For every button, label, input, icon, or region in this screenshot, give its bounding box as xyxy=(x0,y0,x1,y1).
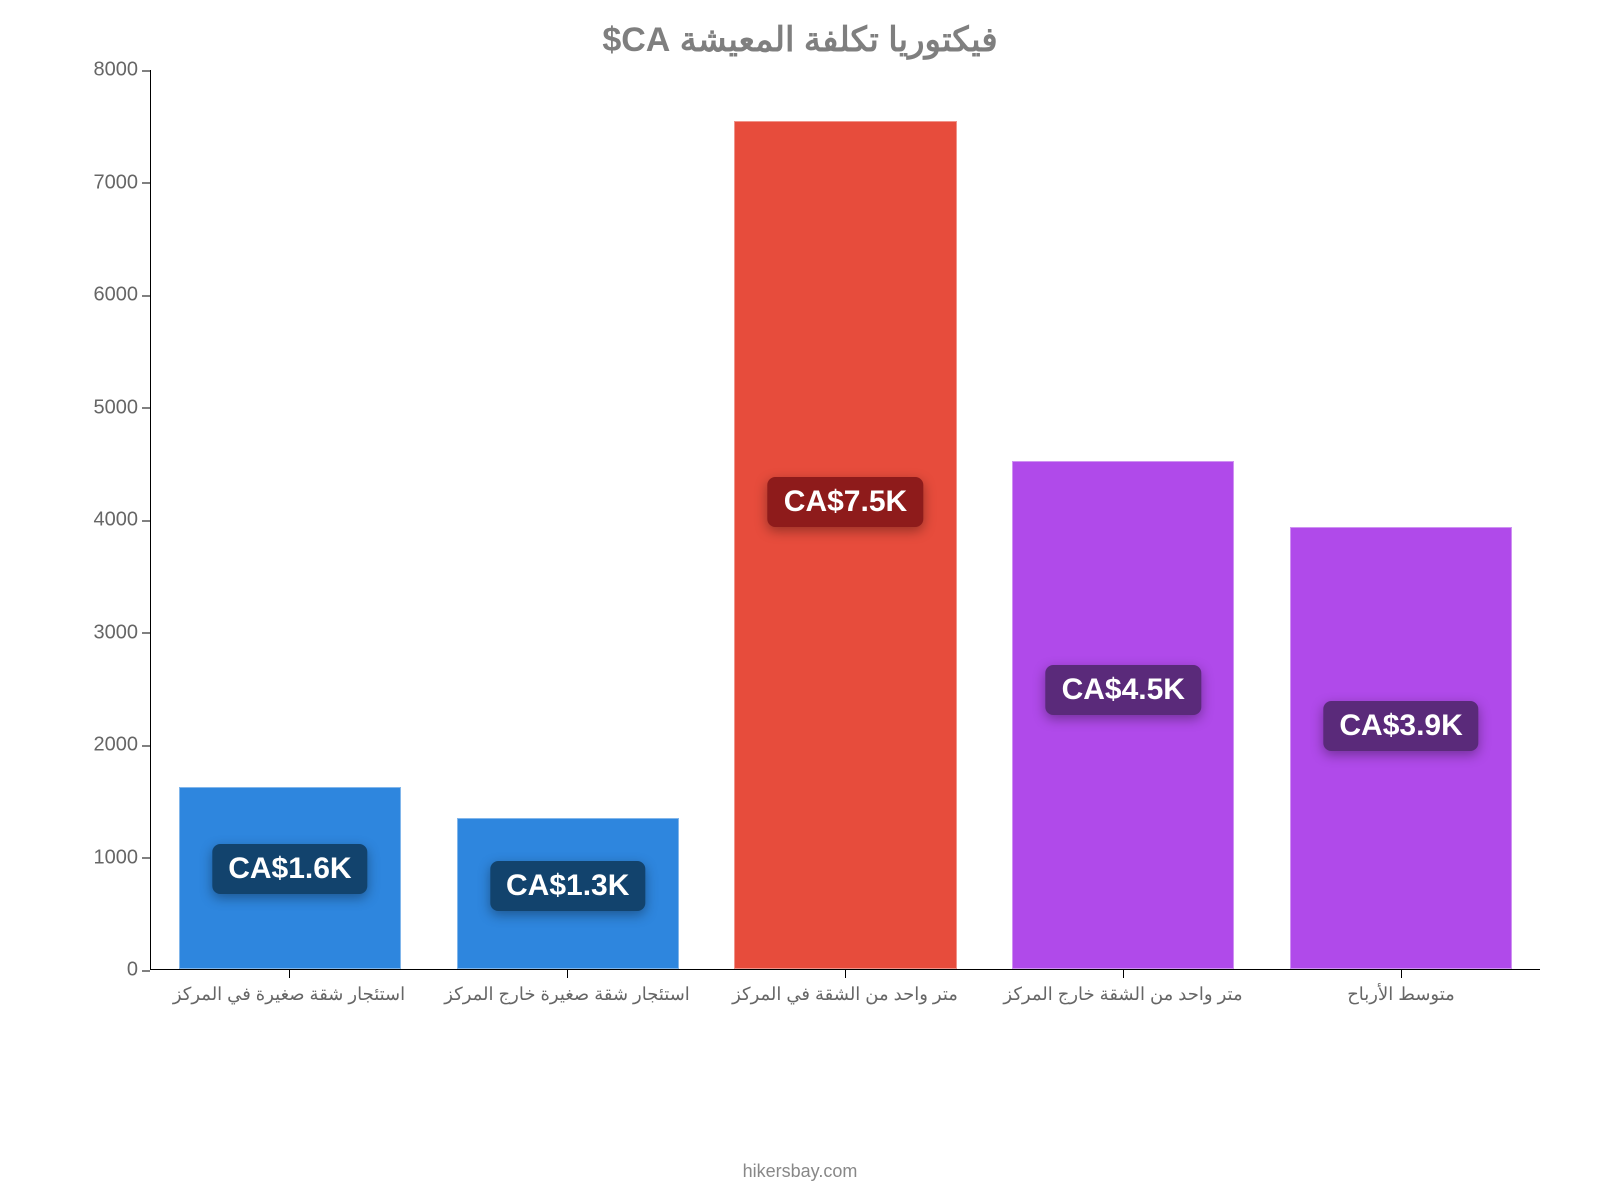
x-tickmark xyxy=(567,970,568,978)
y-tick-label: 1000 xyxy=(94,846,139,869)
chart-title: فيكتوريا تكلفة المعيشة CA$ xyxy=(602,20,997,60)
x-tickmark xyxy=(1401,970,1402,978)
bar-slot: CA$4.5K xyxy=(984,70,1262,969)
footer-attribution: hikersbay.com xyxy=(743,1161,858,1182)
y-tick-label: 4000 xyxy=(94,509,139,532)
x-tickmark xyxy=(289,970,290,978)
value-badge: CA$3.9K xyxy=(1323,701,1478,751)
y-tick-label: 2000 xyxy=(94,734,139,757)
x-slot: متر واحد من الشقة في المركز xyxy=(706,970,984,1050)
x-tickmark xyxy=(845,970,846,978)
y-tickmark xyxy=(142,633,150,634)
y-tick-label: 3000 xyxy=(94,621,139,644)
chart-box: 010002000300040005000600070008000 CA$1.6… xyxy=(60,70,1540,1050)
value-badge: CA$4.5K xyxy=(1046,665,1201,715)
y-tick-label: 6000 xyxy=(94,284,139,307)
bar-slot: CA$1.6K xyxy=(151,70,429,969)
y-tick-label: 7000 xyxy=(94,171,139,194)
y-tickmark xyxy=(142,408,150,409)
x-label: متر واحد من الشقة في المركز xyxy=(732,984,958,1005)
y-axis: 010002000300040005000600070008000 xyxy=(60,70,150,970)
y-tickmark xyxy=(142,295,150,296)
y-tickmark xyxy=(142,745,150,746)
x-slot: متر واحد من الشقة خارج المركز xyxy=(984,970,1262,1050)
x-label: استئجار شقة صغيرة في المركز xyxy=(173,984,405,1005)
chart-container: فيكتوريا تكلفة المعيشة CA$ 0 1000 2000 3000… xyxy=(0,0,1600,1200)
bar-slot: CA$7.5K xyxy=(707,70,985,969)
plot-area: CA$1.6K CA$1.3K CA$7.5K CA$4.5K CA$3.9K xyxy=(150,70,1540,970)
y-tick-label: 5000 xyxy=(94,396,139,419)
x-slot: استئجار شقة صغيرة في المركز xyxy=(150,970,428,1050)
y-tick-label: 0 xyxy=(127,959,138,982)
value-badge: CA$7.5K xyxy=(768,477,923,527)
bars-container: CA$1.6K CA$1.3K CA$7.5K CA$4.5K CA$3.9K xyxy=(151,70,1540,969)
bar xyxy=(734,121,956,969)
bar xyxy=(1012,461,1234,969)
value-badge: CA$1.3K xyxy=(490,861,645,911)
x-axis: استئجار شقة صغيرة في المركز استئجار شقة ص… xyxy=(150,970,1540,1050)
x-label: متر واحد من الشقة خارج المركز xyxy=(1003,984,1242,1005)
bar-slot: CA$3.9K xyxy=(1262,70,1540,969)
y-tickmark xyxy=(142,70,150,71)
y-tickmark xyxy=(142,183,150,184)
x-tickmark xyxy=(1123,970,1124,978)
y-tickmark xyxy=(142,970,150,971)
x-label: استئجار شقة صغيرة خارج المركز xyxy=(444,984,690,1005)
y-tickmark xyxy=(142,520,150,521)
bar-slot: CA$1.3K xyxy=(429,70,707,969)
x-slot: متوسط الأرباح xyxy=(1262,970,1540,1050)
value-badge: CA$1.6K xyxy=(212,844,367,894)
y-tickmark xyxy=(142,858,150,859)
x-slot: استئجار شقة صغيرة خارج المركز xyxy=(428,970,706,1050)
y-tick-label: 8000 xyxy=(94,59,139,82)
x-label: متوسط الأرباح xyxy=(1347,984,1455,1005)
